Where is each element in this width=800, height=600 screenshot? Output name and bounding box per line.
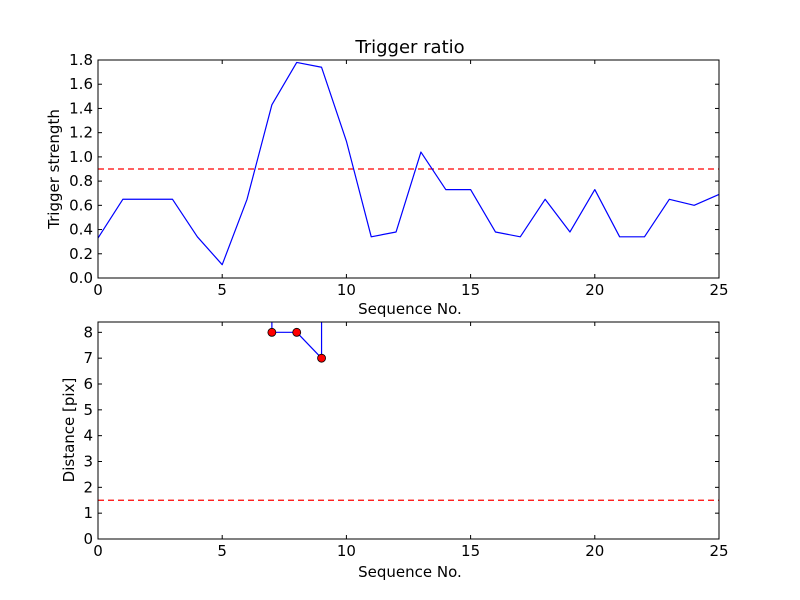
y-axis-label: Distance [pix] [60, 378, 78, 483]
y-tick-label: 1.0 [69, 148, 93, 166]
y-ticks: 0 1 2 3 4 5 6 7 8 [83, 323, 719, 548]
x-tick-label: 10 [337, 281, 356, 299]
y-axis-label: Trigger strength [45, 109, 63, 230]
series-line [97, 61, 720, 266]
data-point [267, 327, 277, 337]
y-tick-label: 0.0 [69, 269, 93, 287]
series-layer [267, 322, 326, 363]
y-tick-label: 0.2 [69, 245, 93, 263]
trigger-ratio-chart: Trigger ratio 0 5 10 15 20 25 0.0 0.2 0.4 0.6 0.8… [45, 37, 729, 318]
plot-frame [97, 321, 720, 540]
distance-chart: 0 5 10 15 20 25 0 1 2 3 4 5 6 7 8 Sequence No. Distan… [60, 321, 729, 581]
x-tick-label: 25 [709, 542, 728, 560]
series-layer [97, 61, 720, 266]
x-axis-label: Sequence No. [358, 563, 462, 581]
y-tick-label: 3 [83, 453, 93, 471]
x-tick-label: 15 [461, 281, 480, 299]
x-tick-label: 20 [585, 542, 604, 560]
x-tick-label: 5 [217, 281, 227, 299]
y-tick-label: 8 [83, 323, 93, 341]
x-tick-label: 0 [93, 542, 103, 560]
chart-title: Trigger ratio [354, 37, 464, 58]
plot-frame [97, 59, 720, 279]
x-ticks: 0 5 10 15 20 25 [93, 322, 729, 560]
y-tick-label: 2 [83, 478, 93, 496]
x-tick-label: 20 [585, 281, 604, 299]
x-axis-label: Sequence No. [358, 300, 462, 318]
x-ticks: 0 5 10 15 20 25 [93, 60, 729, 299]
x-tick-label: 15 [461, 542, 480, 560]
data-point [317, 353, 326, 363]
x-tick-label: 5 [217, 542, 227, 560]
x-tick-label: 25 [709, 281, 728, 299]
y-tick-label: 1.8 [69, 51, 93, 69]
y-tick-label: 5 [83, 401, 93, 419]
x-tick-label: 0 [93, 281, 103, 299]
y-tick-label: 1.6 [69, 75, 93, 93]
y-tick-label: 0.4 [69, 221, 93, 239]
y-tick-label: 0 [83, 530, 93, 548]
y-ticks: 0.0 0.2 0.4 0.6 0.8 1.0 1.2 1.4 1.6 1.8 [69, 51, 719, 287]
y-tick-label: 0.6 [69, 196, 93, 214]
y-tick-label: 6 [83, 375, 93, 393]
y-tick-label: 1.2 [69, 124, 93, 142]
data-point [292, 327, 302, 337]
y-tick-label: 1 [83, 504, 93, 522]
y-tick-label: 7 [83, 349, 93, 367]
y-tick-label: 1.4 [69, 99, 93, 117]
y-tick-label: 0.8 [69, 172, 93, 190]
x-tick-label: 10 [337, 542, 356, 560]
y-tick-label: 4 [83, 427, 93, 445]
